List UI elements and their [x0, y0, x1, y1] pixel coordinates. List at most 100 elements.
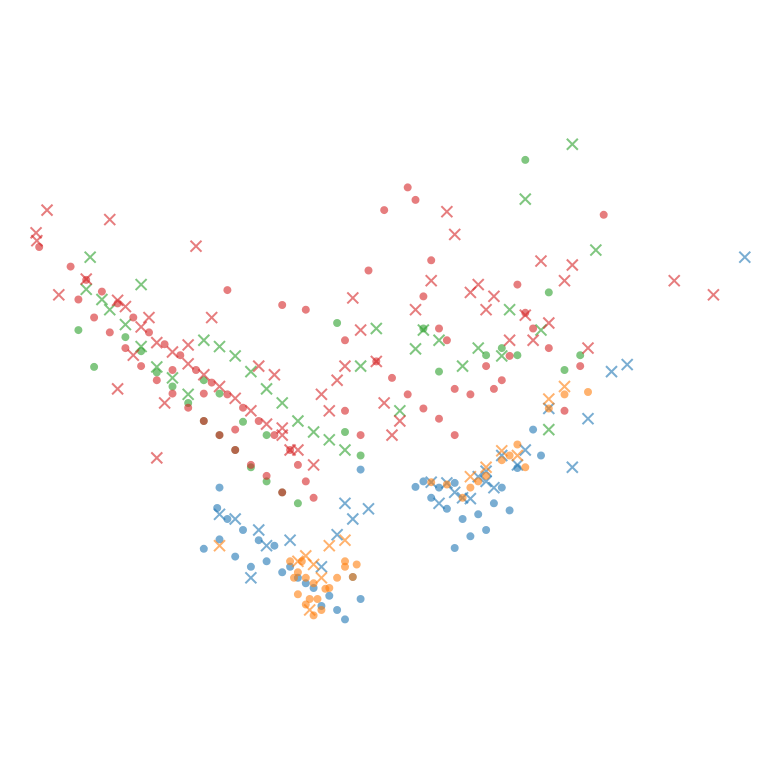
data-point-circle: [537, 451, 545, 460]
data-point-x: [181, 338, 195, 352]
data-point-x: [479, 303, 493, 316]
data-point-circle: [270, 541, 279, 550]
data-point-x: [432, 497, 446, 510]
data-point-x: [456, 359, 469, 373]
data-point-circle: [497, 376, 506, 385]
data-point-x: [393, 414, 407, 428]
data-point-circle: [466, 483, 475, 492]
data-point-x: [495, 444, 508, 458]
data-point-circle: [246, 460, 255, 469]
data-point-x: [103, 213, 116, 226]
data-point-circle: [403, 390, 412, 399]
data-point-circle: [105, 328, 114, 337]
data-point-x: [503, 303, 516, 316]
data-point-circle: [278, 568, 287, 577]
data-point-x: [134, 320, 148, 334]
data-point-circle: [333, 319, 342, 327]
data-point-x: [393, 404, 407, 418]
data-point-circle: [168, 366, 177, 374]
data-point-circle: [309, 611, 318, 620]
data-point-x: [330, 374, 344, 387]
data-point-circle: [419, 292, 428, 301]
data-point-x: [150, 336, 164, 349]
data-point-circle: [521, 308, 530, 317]
data-point-circle: [199, 389, 208, 398]
data-point-circle: [137, 362, 146, 371]
data-point-circle: [474, 477, 483, 486]
data-point-x: [558, 380, 571, 393]
data-point-x: [385, 428, 399, 442]
data-point-x: [127, 348, 140, 362]
data-point-x: [307, 458, 320, 472]
data-point-x: [181, 388, 195, 401]
data-point-x: [283, 533, 297, 547]
data-point-circle: [450, 478, 459, 487]
series-0: [199, 425, 545, 624]
data-point-circle: [333, 606, 342, 614]
series-6: [35, 183, 608, 502]
data-point-circle: [521, 155, 530, 164]
data-point-x: [315, 388, 328, 401]
data-point-circle: [66, 262, 75, 271]
data-point-x: [150, 360, 164, 374]
data-point-x: [409, 303, 422, 316]
data-point-x: [542, 392, 556, 406]
data-point-x: [377, 396, 391, 410]
data-point-circle: [419, 324, 428, 333]
data-point-x: [52, 288, 66, 301]
data-point-x: [307, 558, 320, 571]
data-point-x: [291, 555, 305, 568]
data-point-circle: [427, 256, 436, 265]
series-layer: [29, 138, 752, 624]
data-point-circle: [450, 544, 459, 552]
data-point-x: [276, 396, 289, 410]
data-point-circle: [293, 499, 302, 508]
data-point-x: [424, 274, 438, 287]
data-point-circle: [411, 195, 420, 204]
data-point-x: [620, 358, 634, 371]
data-point-x: [738, 250, 752, 264]
data-point-circle: [74, 326, 83, 335]
data-point-x: [448, 486, 461, 499]
data-point-circle: [435, 414, 443, 423]
data-point-x: [417, 323, 430, 337]
data-point-x: [440, 205, 454, 218]
data-point-circle: [544, 404, 553, 413]
data-point-x: [479, 461, 493, 474]
data-point-circle: [599, 210, 608, 219]
data-point-x: [354, 323, 367, 337]
data-point-circle: [215, 431, 224, 440]
data-point-circle: [419, 404, 428, 413]
data-point-x: [228, 349, 242, 363]
data-point-circle: [348, 573, 357, 581]
data-point-circle: [341, 615, 349, 624]
series-3: [213, 380, 571, 617]
data-point-x: [589, 243, 603, 257]
data-point-circle: [380, 206, 389, 215]
data-point-x: [228, 512, 242, 526]
data-point-circle: [168, 389, 177, 398]
data-point-circle: [482, 526, 491, 534]
data-point-circle: [560, 390, 569, 399]
data-point-x: [111, 382, 124, 396]
data-point-circle: [442, 480, 451, 489]
series-2: [286, 388, 592, 620]
data-point-circle: [341, 428, 349, 436]
data-point-circle: [301, 477, 310, 486]
data-point-circle: [301, 579, 310, 588]
data-point-circle: [576, 362, 585, 371]
data-point-x: [80, 283, 93, 296]
data-point-circle: [356, 465, 365, 474]
data-point-circle: [333, 573, 342, 582]
data-point-circle: [262, 477, 271, 486]
data-point-circle: [513, 280, 522, 289]
data-point-x: [487, 481, 501, 494]
data-point-circle: [199, 417, 208, 425]
data-point-circle: [223, 390, 232, 399]
data-point-circle: [442, 504, 451, 513]
data-point-x: [166, 345, 179, 359]
data-point-circle: [286, 557, 295, 566]
data-point-x: [150, 451, 164, 465]
data-point-circle: [458, 493, 467, 502]
